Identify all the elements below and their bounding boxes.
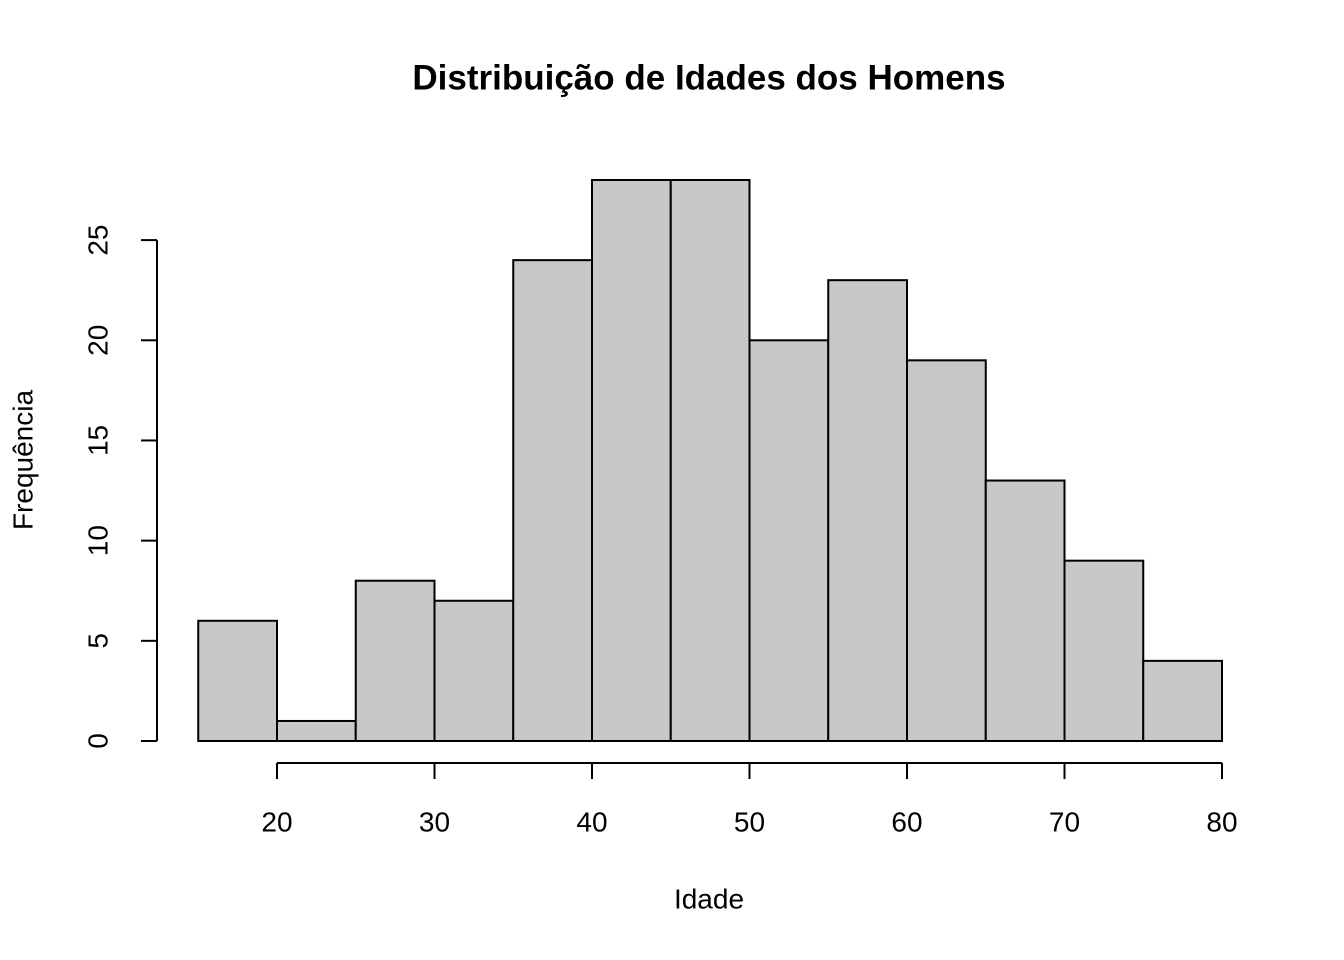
bar bbox=[669, 179, 751, 742]
bar bbox=[354, 579, 436, 743]
y-axis-label: Frequência bbox=[7, 390, 38, 531]
bar bbox=[276, 719, 357, 743]
bar bbox=[1142, 659, 1223, 742]
x-tick-label: 60 bbox=[891, 806, 922, 837]
y-tick-label: 15 bbox=[82, 425, 113, 456]
y-tick-label: 10 bbox=[82, 525, 113, 556]
y-tick-label: 20 bbox=[82, 325, 113, 356]
bar bbox=[512, 259, 593, 742]
x-axis-label: Idade bbox=[674, 883, 744, 914]
y-tick-label: 5 bbox=[82, 633, 113, 649]
x-tick-label: 20 bbox=[261, 806, 292, 837]
bar bbox=[197, 619, 278, 742]
bar bbox=[984, 479, 1066, 742]
x-tick-label: 30 bbox=[419, 806, 450, 837]
bar bbox=[748, 339, 830, 742]
bar bbox=[591, 179, 672, 742]
x-tick-label: 80 bbox=[1206, 806, 1237, 837]
x-tick-label: 50 bbox=[734, 806, 765, 837]
bar bbox=[1063, 559, 1145, 743]
y-tick-label: 0 bbox=[82, 733, 113, 749]
chart-title: Distribuição de Idades dos Homens bbox=[412, 58, 1005, 97]
bar bbox=[906, 359, 987, 742]
bar bbox=[433, 599, 515, 742]
y-tick-label: 25 bbox=[82, 225, 113, 256]
bar bbox=[827, 279, 908, 742]
x-tick-label: 40 bbox=[576, 806, 607, 837]
x-tick-label: 70 bbox=[1049, 806, 1080, 837]
